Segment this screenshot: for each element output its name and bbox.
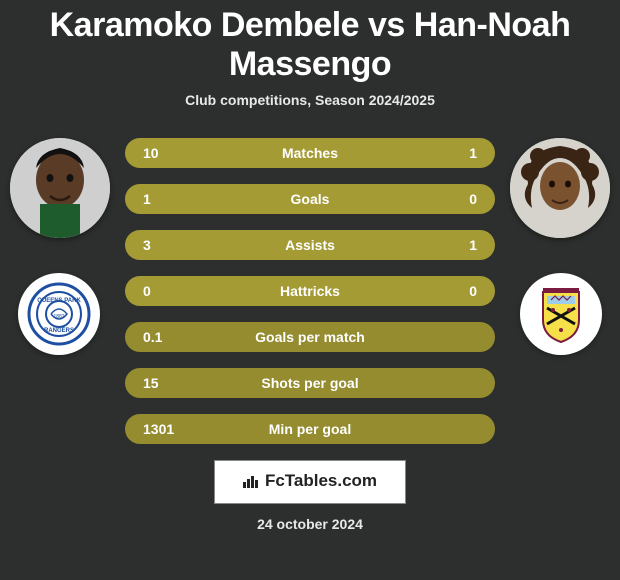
club-left-crest: QUEENS PARK RANGERS 1882: [18, 273, 100, 355]
burnley-crest-icon: [529, 282, 593, 346]
brand-text: FcTables.com: [265, 471, 377, 490]
stat-value-left: 10: [125, 145, 205, 161]
stat-row: 1301Min per goal: [125, 414, 495, 444]
subtitle: Club competitions, Season 2024/2025: [0, 92, 620, 108]
stat-row: 3Assists1: [125, 230, 495, 260]
bars-icon: [243, 473, 261, 493]
stat-row: 15Shots per goal: [125, 368, 495, 398]
player-left-avatar: [10, 138, 110, 238]
stat-value-right: 1: [415, 145, 495, 161]
footer: FcTables.com: [0, 460, 620, 504]
svg-text:RANGERS: RANGERS: [44, 328, 74, 334]
stat-value-right: 1: [415, 237, 495, 253]
stat-label: Goals per match: [205, 329, 415, 345]
stat-row: 10Matches1: [125, 138, 495, 168]
brand-box: FcTables.com: [214, 460, 406, 504]
player-right-face-icon: [510, 138, 610, 238]
comparison-panel: QUEENS PARK RANGERS 1882 10Matches11Goal…: [0, 138, 620, 444]
stat-label: Hattricks: [205, 283, 415, 299]
stat-value-left: 15: [125, 375, 205, 391]
stat-value-left: 0.1: [125, 329, 205, 345]
stat-label: Shots per goal: [205, 375, 415, 391]
stat-label: Matches: [205, 145, 415, 161]
svg-text:1882: 1882: [53, 314, 64, 320]
player-left-face-icon: [10, 138, 110, 238]
date-label: 24 october 2024: [0, 516, 620, 532]
stat-value-left: 0: [125, 283, 205, 299]
stat-row: 1Goals0: [125, 184, 495, 214]
player-right-avatar: [510, 138, 610, 238]
stat-value-left: 1301: [125, 421, 205, 437]
stat-row: 0Hattricks0: [125, 276, 495, 306]
stat-value-left: 3: [125, 237, 205, 253]
page-title: Karamoko Dembele vs Han-Noah Massengo: [0, 0, 620, 84]
stat-row: 0.1Goals per match: [125, 322, 495, 352]
stat-label: Goals: [205, 191, 415, 207]
stat-label: Assists: [205, 237, 415, 253]
stats-rows: 10Matches11Goals03Assists10Hattricks00.1…: [125, 138, 495, 444]
qpr-crest-icon: QUEENS PARK RANGERS 1882: [27, 282, 91, 346]
stat-label: Min per goal: [205, 421, 415, 437]
club-right-crest: [520, 273, 602, 355]
stat-value-left: 1: [125, 191, 205, 207]
stat-value-right: 0: [415, 283, 495, 299]
stat-value-right: 0: [415, 191, 495, 207]
